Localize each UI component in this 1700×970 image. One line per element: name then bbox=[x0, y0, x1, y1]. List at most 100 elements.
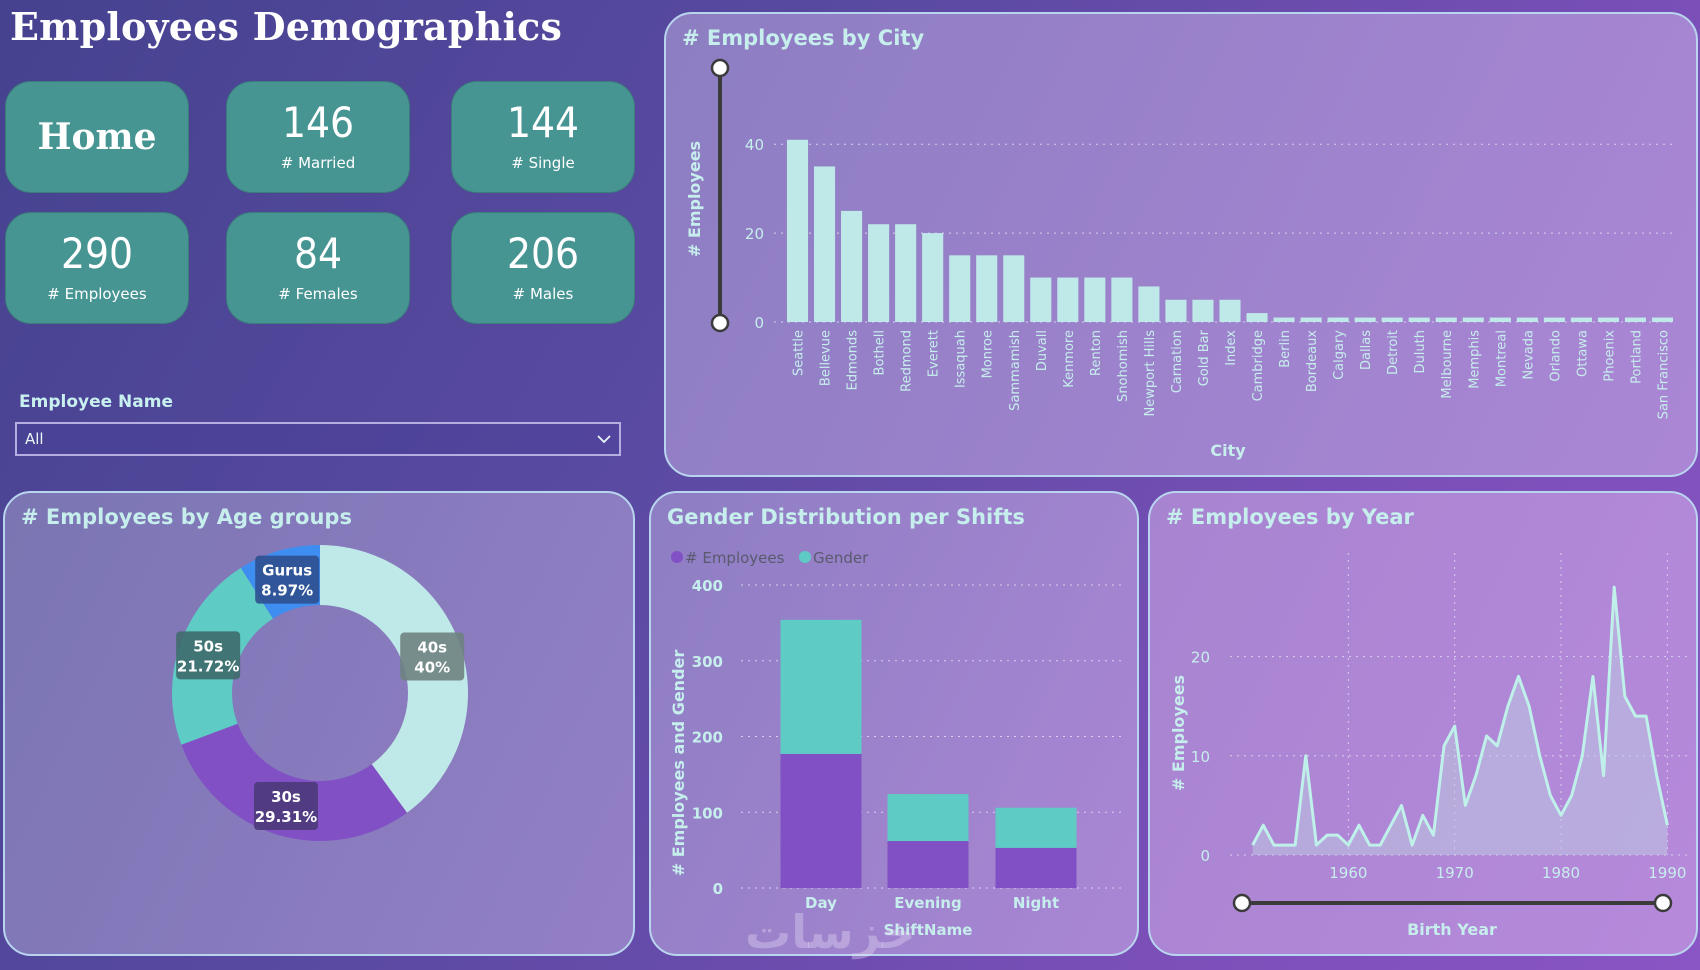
kpi-card-single: 144 # Single bbox=[451, 81, 635, 193]
x-tick-label: 1990 bbox=[1648, 864, 1686, 882]
area-fill bbox=[1252, 587, 1668, 855]
birth-year-slider-handle-end[interactable] bbox=[1653, 893, 1673, 913]
city-bar bbox=[1489, 317, 1511, 322]
x-tick-label: San Francisco bbox=[1656, 330, 1671, 419]
x-tick-label: Detroit bbox=[1386, 330, 1401, 375]
legend-marker[interactable] bbox=[671, 551, 683, 563]
kpi-card-males: 206 # Males bbox=[451, 212, 635, 324]
city-bar bbox=[1219, 299, 1241, 322]
page-title: Employees Demographics bbox=[10, 4, 563, 49]
stacked-bar-segment bbox=[995, 807, 1077, 848]
birth-year-slider-handle-start[interactable] bbox=[1232, 893, 1252, 913]
watermark: ﺧﺰﺳﺎﺕ bbox=[745, 905, 916, 959]
city-bar bbox=[1192, 299, 1214, 322]
age-chart-panel: # Employees by Age groups 40s 40% 30s 29.31… bbox=[3, 491, 635, 956]
employee-name-dropdown[interactable]: All bbox=[15, 422, 621, 456]
x-tick-label: Night bbox=[1013, 894, 1059, 912]
x-tick-label: Nevada bbox=[1521, 330, 1536, 380]
y-tick-label: 40 bbox=[745, 136, 764, 154]
y-tick-label: 20 bbox=[745, 225, 764, 243]
x-axis-title: Birth Year bbox=[1407, 920, 1497, 939]
y-tick-label: 400 bbox=[692, 577, 723, 595]
married-value: 146 bbox=[281, 98, 355, 147]
x-tick-label: Orlando bbox=[1548, 330, 1563, 382]
y-tick-label: 10 bbox=[1191, 748, 1210, 766]
x-tick-label: Duluth bbox=[1413, 330, 1428, 373]
city-bar bbox=[1246, 313, 1268, 322]
x-tick-label: Berlin bbox=[1278, 330, 1293, 368]
shift-chart-title: Gender Distribution per Shifts bbox=[667, 505, 1025, 529]
x-tick-label: Index bbox=[1224, 330, 1239, 366]
x-tick-label: 1980 bbox=[1542, 864, 1580, 882]
employees-value: 290 bbox=[60, 229, 134, 278]
city-bar bbox=[1435, 317, 1457, 322]
city-bar bbox=[1111, 277, 1133, 322]
x-tick-label: Bellevue bbox=[819, 330, 834, 386]
city-bar bbox=[1273, 317, 1295, 322]
city-bar bbox=[814, 166, 836, 322]
city-chart-panel: # Employees by City 0 20 40 # Employees Seat… bbox=[664, 12, 1698, 477]
year-chart: 0 10 20 1960 1970 1980 1990 # Employees Birth Ye… bbox=[1169, 553, 1690, 939]
legend-label: # Employees bbox=[685, 549, 785, 567]
x-tick-label: Evening bbox=[894, 894, 961, 912]
city-bar bbox=[1327, 317, 1349, 322]
x-tick-label: Ottawa bbox=[1575, 330, 1590, 377]
city-bar bbox=[922, 233, 944, 322]
city-bar bbox=[1381, 317, 1403, 322]
city-bar bbox=[1516, 317, 1538, 322]
x-tick-label: Bothell bbox=[873, 330, 888, 375]
y-range-slider-handle-bottom[interactable] bbox=[710, 313, 730, 333]
employee-name-value: All bbox=[25, 430, 44, 448]
y-axis-title: # Employees bbox=[1169, 675, 1188, 791]
data-label-percent: 21.72% bbox=[177, 657, 239, 675]
donut-slice-40s bbox=[320, 545, 468, 813]
age-chart-title: # Employees by Age groups bbox=[21, 505, 352, 529]
city-bar bbox=[786, 139, 809, 322]
x-axis-title: ShiftName bbox=[884, 921, 973, 939]
x-tick-label: Carnation bbox=[1170, 330, 1185, 393]
city-bar bbox=[868, 224, 890, 322]
x-tick-label: Renton bbox=[1089, 330, 1104, 376]
city-chart: 0 20 40 # Employees Seattle Bellevue Edmonds Bo… bbox=[685, 58, 1676, 460]
area-line bbox=[1251, 585, 1669, 847]
data-label-category: Gurus bbox=[262, 562, 312, 580]
city-bar bbox=[1138, 286, 1160, 322]
city-bar bbox=[1030, 277, 1052, 322]
single-label: # Single bbox=[511, 154, 575, 172]
stacked-bar-segment bbox=[887, 841, 969, 888]
age-donut-chart: 40s 40% 30s 29.31% 50s 21.72% Gurus 8.97% bbox=[172, 545, 468, 841]
y-range-slider-handle-top[interactable] bbox=[710, 58, 730, 78]
home-button[interactable]: Home bbox=[5, 81, 189, 193]
x-tick-label: Gold Bar bbox=[1197, 329, 1212, 386]
x-tick-label: Cambridge bbox=[1251, 330, 1266, 401]
x-tick-label: Newport Hills bbox=[1143, 330, 1158, 417]
x-tick-label: Duvall bbox=[1035, 330, 1050, 371]
city-bar bbox=[1462, 317, 1484, 322]
city-bar bbox=[1651, 317, 1674, 322]
legend-marker[interactable] bbox=[799, 551, 811, 563]
y-tick-label: 200 bbox=[692, 729, 723, 747]
chevron-down-icon[interactable] bbox=[597, 432, 611, 446]
city-bar bbox=[949, 255, 971, 322]
x-tick-label: Phoenix bbox=[1602, 330, 1617, 382]
x-tick-label: 1970 bbox=[1436, 864, 1474, 882]
x-tick-label: Monroe bbox=[981, 330, 996, 378]
city-bar bbox=[1057, 277, 1079, 322]
x-tick-label: Snohomish bbox=[1116, 330, 1131, 402]
employees-label: # Employees bbox=[47, 285, 147, 303]
y-axis-title: # Employees and Gender bbox=[669, 650, 688, 877]
x-tick-label: Calgary bbox=[1332, 330, 1347, 380]
x-tick-label: Seattle bbox=[792, 330, 807, 376]
x-tick-label: Portland bbox=[1629, 330, 1644, 384]
x-tick-label: Memphis bbox=[1467, 330, 1482, 389]
x-tick-label: Redmond bbox=[900, 330, 915, 392]
x-tick-label: Issaquah bbox=[954, 330, 969, 388]
city-bar bbox=[976, 255, 998, 322]
city-bar bbox=[1624, 317, 1646, 322]
data-label-category: 40s bbox=[417, 639, 447, 657]
y-axis-title: # Employees bbox=[685, 141, 704, 257]
data-label-category: 50s bbox=[193, 637, 223, 655]
y-tick-label: 100 bbox=[692, 804, 723, 822]
married-label: # Married bbox=[280, 154, 356, 172]
city-bar bbox=[1084, 277, 1106, 322]
